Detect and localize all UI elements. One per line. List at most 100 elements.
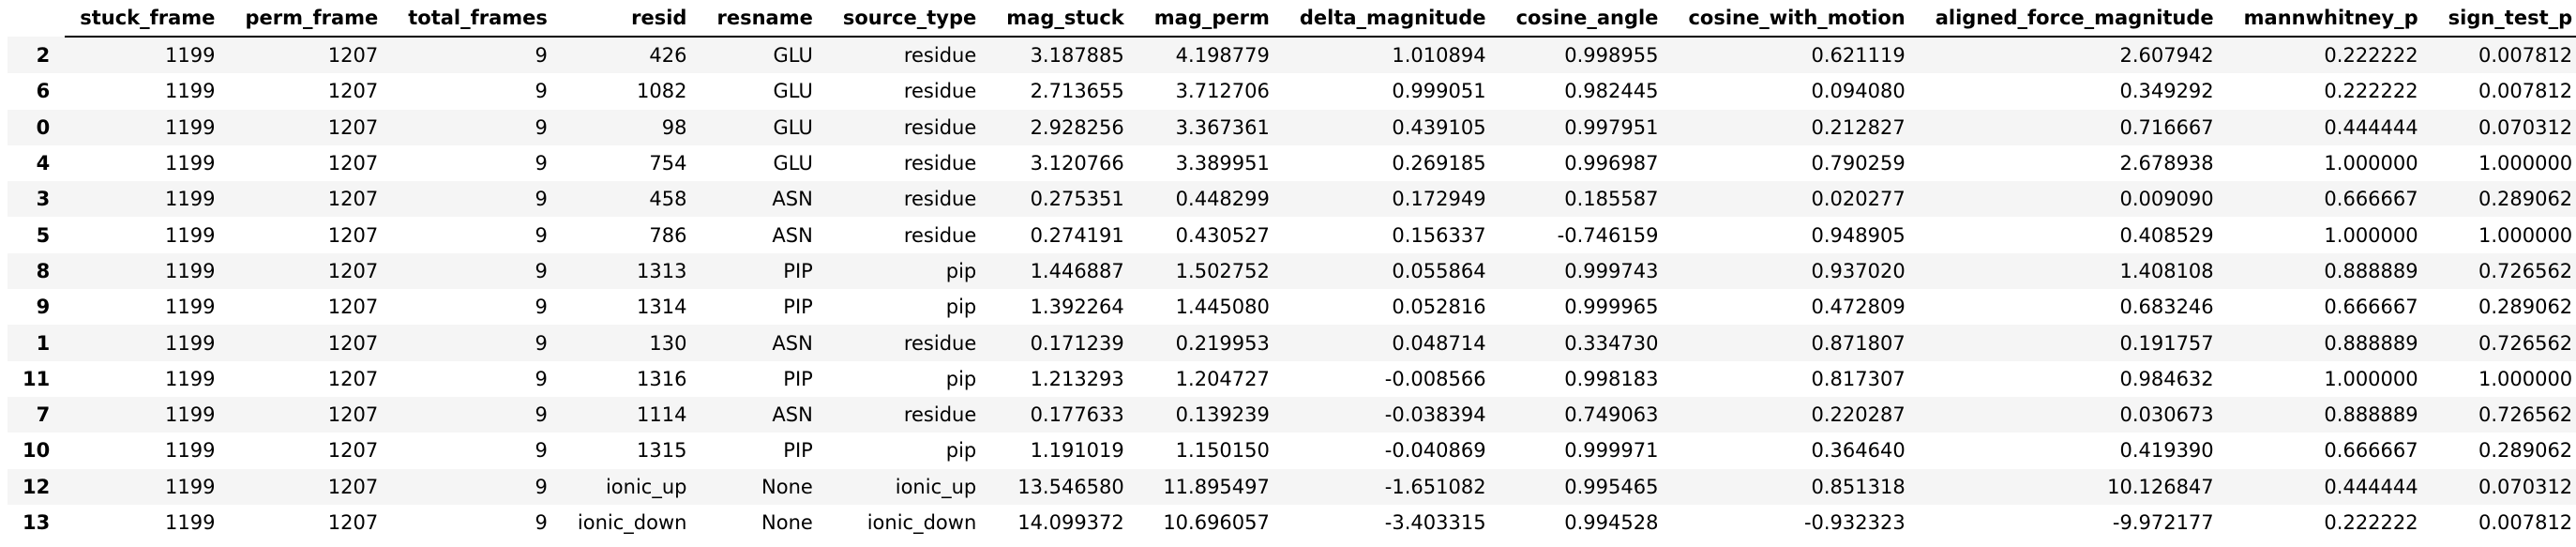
row-index: 12 [8,468,66,505]
cell-source-type: residue [827,325,992,361]
cell-delta-magnitude: -0.040869 [1284,433,1501,469]
cell-total-frames: 9 [393,289,563,326]
cell-stuck-frame: 1199 [65,73,231,110]
cell-total-frames: 9 [393,109,563,145]
cell-resname: ASN [701,181,828,218]
cell-aligned-force-magnitude: 0.349292 [1920,73,2229,110]
cell-sign-test-p: 0.070312 [2433,468,2576,505]
cell-resname: PIP [701,360,828,397]
cell-source-type: residue [827,396,992,433]
cell-total-frames: 9 [393,181,563,218]
table-row: 7 1199 1207 9 1114 ASN residue 0.177633 0.139239… [8,396,2576,433]
column-header-mag-perm: mag_perm [1138,0,1285,38]
cell-delta-magnitude: -3.403315 [1284,504,1501,541]
table-row: 12 1199 1207 9 ionic_up None ionic_up 13.546580… [8,468,2576,505]
cell-mannwhitney-p: 0.444444 [2228,468,2433,505]
cell-delta-magnitude: 0.269185 [1284,144,1501,182]
cell-cosine-with-motion: 0.364640 [1673,433,1921,469]
table-row: 8 1199 1207 9 1313 PIP pip 1.446887 1.502752 0.05… [8,252,2576,290]
cell-cosine-angle: 0.997951 [1500,109,1674,145]
cell-aligned-force-magnitude: 10.126847 [1920,468,2229,505]
cell-stuck-frame: 1199 [65,109,231,145]
cell-total-frames: 9 [393,144,563,182]
cell-total-frames: 9 [393,468,563,505]
cell-delta-magnitude: -0.008566 [1284,360,1501,397]
cell-stuck-frame: 1199 [65,37,231,74]
cell-resid: 98 [562,109,702,145]
cell-resname: ASN [701,396,828,433]
cell-cosine-angle: 0.998183 [1500,360,1674,397]
cell-cosine-with-motion: 0.851318 [1673,468,1921,505]
row-index: 11 [8,360,66,397]
cell-mannwhitney-p: 0.222222 [2228,504,2433,541]
cell-delta-magnitude: 0.999051 [1284,73,1501,110]
cell-cosine-with-motion: 0.472809 [1673,289,1921,326]
cell-perm-frame: 1207 [230,73,394,110]
table-header: stuck_frame perm_frame total_frames resid re… [8,0,2576,38]
cell-mannwhitney-p: 1.000000 [2228,360,2433,397]
cell-sign-test-p: 1.000000 [2433,360,2576,397]
cell-resid: ionic_up [562,468,702,505]
cell-delta-magnitude: 0.156337 [1284,217,1501,253]
cell-sign-test-p: 0.289062 [2433,433,2576,469]
table-row: 4 1199 1207 9 754 GLU residue 3.120766 3.389951 0… [8,144,2576,182]
cell-source-type: residue [827,73,992,110]
cell-cosine-with-motion: 0.948905 [1673,217,1921,253]
cell-aligned-force-magnitude: 0.009090 [1920,181,2229,218]
cell-source-type: residue [827,181,992,218]
cell-stuck-frame: 1199 [65,396,231,433]
cell-resname: PIP [701,252,828,290]
cell-resid: 1314 [562,289,702,326]
cell-sign-test-p: 0.007812 [2433,73,2576,110]
cell-resid: 1114 [562,396,702,433]
cell-sign-test-p: 0.070312 [2433,109,2576,145]
cell-mannwhitney-p: 1.000000 [2228,217,2433,253]
cell-cosine-with-motion: 0.220287 [1673,396,1921,433]
cell-cosine-with-motion: 0.871807 [1673,325,1921,361]
cell-perm-frame: 1207 [230,504,394,541]
cell-mag-stuck: 3.120766 [991,144,1139,182]
cell-source-type: residue [827,144,992,182]
row-index: 10 [8,433,66,469]
cell-cosine-angle: 0.999743 [1500,252,1674,290]
cell-mag-stuck: 1.213293 [991,360,1139,397]
cell-resid: 786 [562,217,702,253]
cell-mag-stuck: 14.099372 [991,504,1139,541]
cell-cosine-angle: 0.995465 [1500,468,1674,505]
cell-perm-frame: 1207 [230,252,394,290]
cell-mag-perm: 3.389951 [1138,144,1285,182]
cell-source-type: ionic_up [827,468,992,505]
cell-resid: 754 [562,144,702,182]
cell-stuck-frame: 1199 [65,289,231,326]
cell-perm-frame: 1207 [230,468,394,505]
cell-cosine-with-motion: 0.094080 [1673,73,1921,110]
cell-aligned-force-magnitude: 1.408108 [1920,252,2229,290]
cell-total-frames: 9 [393,396,563,433]
cell-aligned-force-magnitude: 0.716667 [1920,109,2229,145]
cell-delta-magnitude: -1.651082 [1284,468,1501,505]
cell-sign-test-p: 0.726562 [2433,252,2576,290]
cell-resname: None [701,468,828,505]
cell-cosine-angle: 0.998955 [1500,37,1674,74]
cell-cosine-with-motion: 0.790259 [1673,144,1921,182]
cell-stuck-frame: 1199 [65,181,231,218]
column-header-source-type: source_type [827,0,992,38]
cell-aligned-force-magnitude: 0.683246 [1920,289,2229,326]
cell-resname: None [701,504,828,541]
column-header-resid: resid [562,0,702,38]
data-table: stuck_frame perm_frame total_frames resid re… [8,0,2576,541]
cell-aligned-force-magnitude: -9.972177 [1920,504,2229,541]
cell-resid: 458 [562,181,702,218]
table-row: 3 1199 1207 9 458 ASN residue 0.275351 0.448299 0… [8,181,2576,218]
column-header-resname: resname [701,0,828,38]
table-row: 2 1199 1207 9 426 GLU residue 3.187885 4.198779 1… [8,37,2576,74]
cell-mannwhitney-p: 0.666667 [2228,181,2433,218]
column-header-sign-test-p: sign_test_p [2433,0,2576,38]
cell-resid: 1313 [562,252,702,290]
cell-stuck-frame: 1199 [65,217,231,253]
cell-mag-stuck: 1.392264 [991,289,1139,326]
cell-mannwhitney-p: 0.888889 [2228,252,2433,290]
cell-delta-magnitude: 0.172949 [1284,181,1501,218]
cell-cosine-angle: 0.334730 [1500,325,1674,361]
